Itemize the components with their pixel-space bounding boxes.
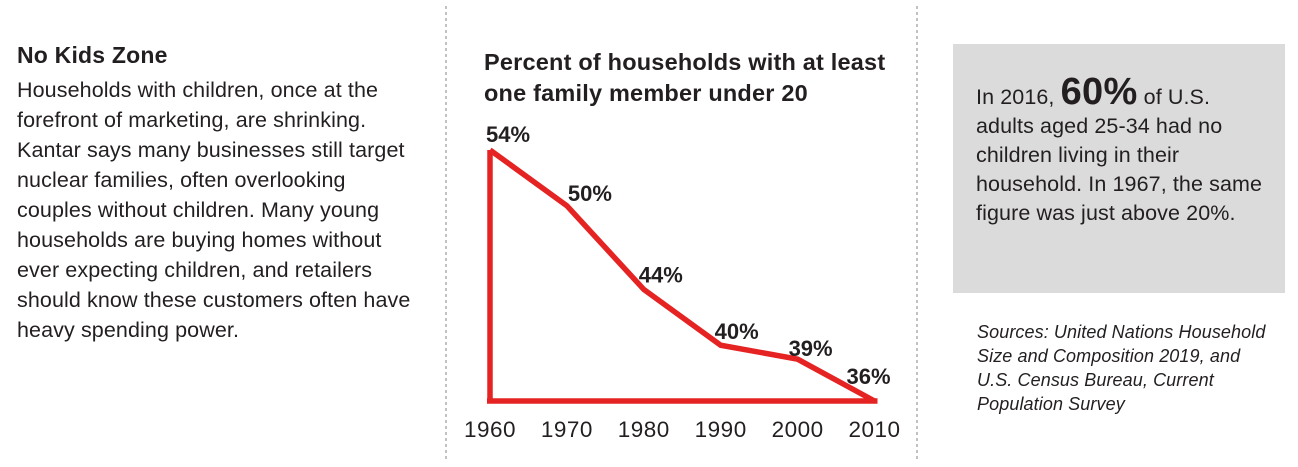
callout-box: In 2016, 60% of U.S. adults aged 25-34 h… — [953, 44, 1285, 293]
left-text-panel: No Kids Zone Households with children, o… — [17, 42, 419, 345]
chart-axes — [487, 150, 878, 404]
sources-note: Sources: United Nations Household Size a… — [977, 322, 1266, 414]
x-tick-label: 2000 — [772, 417, 824, 442]
x-tick-label: 1970 — [541, 417, 593, 442]
chart-data-line — [488, 147, 876, 404]
household-line-chart: 54% 50% 44% 40% 39% 36% 1960 1970 1980 1990 2000 20… — [464, 122, 900, 442]
callout-text-suffix: of U.S. adults aged 25-34 had no childre… — [976, 85, 1263, 225]
value-label: 36% — [846, 364, 890, 389]
chart-title: Percent of households with at least one … — [484, 49, 886, 106]
x-tick-label: 2010 — [848, 417, 900, 442]
column-divider-left — [445, 6, 447, 462]
section-body-text: Households with children, once at the fo… — [17, 78, 411, 342]
x-tick-label: 1980 — [618, 417, 670, 442]
value-label: 54% — [486, 122, 530, 147]
value-label: 50% — [568, 181, 612, 206]
callout-highlight-value: 60% — [1060, 71, 1138, 113]
x-tick-label: 1960 — [464, 417, 516, 442]
value-label: 39% — [789, 336, 833, 361]
callout-text-prefix: In 2016, — [976, 85, 1061, 109]
column-divider-right — [916, 6, 918, 462]
value-label: 40% — [715, 319, 759, 344]
value-label: 44% — [639, 262, 683, 287]
section-title: No Kids Zone — [17, 42, 168, 68]
x-tick-label: 1990 — [695, 417, 747, 442]
